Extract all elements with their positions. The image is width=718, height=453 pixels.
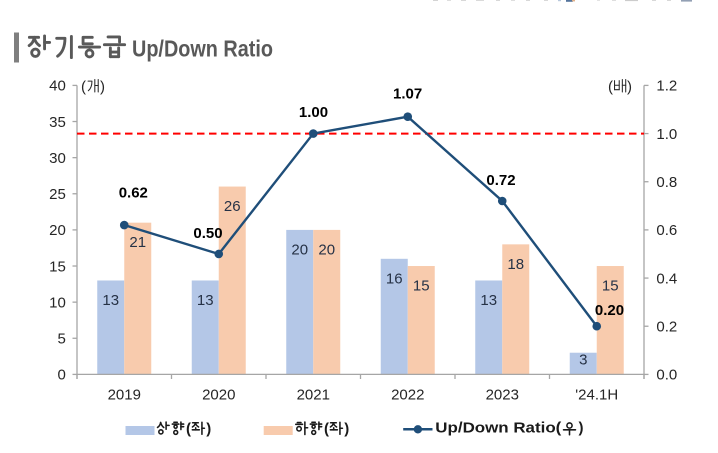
svg-text:5: 5 <box>57 331 65 348</box>
svg-text:20: 20 <box>318 241 335 258</box>
svg-text:0.8: 0.8 <box>656 174 677 191</box>
svg-text:Up/Down Ratio: Up/Down Ratio <box>132 36 273 62</box>
svg-text:2021: 2021 <box>297 387 330 404</box>
svg-text:(: ( <box>608 78 613 95</box>
svg-text:(: ( <box>81 78 86 95</box>
svg-text:20: 20 <box>49 222 66 239</box>
svg-text:40: 40 <box>49 78 66 95</box>
svg-text:1.00: 1.00 <box>299 104 328 121</box>
svg-text:18: 18 <box>507 256 524 273</box>
svg-text:0.2: 0.2 <box>656 319 677 336</box>
svg-text:0.4: 0.4 <box>656 270 677 287</box>
svg-text:2022: 2022 <box>391 387 424 404</box>
svg-text:0.50: 0.50 <box>193 225 222 242</box>
svg-text:13: 13 <box>102 292 119 309</box>
svg-text:30: 30 <box>49 150 66 167</box>
svg-text:1.07: 1.07 <box>393 86 422 103</box>
svg-text:(: ( <box>324 420 329 437</box>
svg-text:1.0: 1.0 <box>656 126 677 143</box>
svg-text:15: 15 <box>602 278 619 295</box>
svg-text:10: 10 <box>49 294 66 311</box>
svg-text:16: 16 <box>386 270 403 287</box>
svg-text:2023: 2023 <box>486 387 519 404</box>
svg-text:25: 25 <box>49 186 66 203</box>
svg-text:0.20: 0.20 <box>595 302 624 319</box>
svg-text:15: 15 <box>413 278 430 295</box>
svg-text:(: ( <box>186 420 191 437</box>
svg-text:13: 13 <box>480 292 497 309</box>
svg-text:): ) <box>627 78 632 95</box>
svg-text:35: 35 <box>49 114 66 131</box>
svg-text:0.6: 0.6 <box>656 222 677 239</box>
svg-text:): ) <box>206 420 211 437</box>
svg-text:20: 20 <box>291 241 308 258</box>
svg-text:2020: 2020 <box>202 387 235 404</box>
svg-text:26: 26 <box>224 198 241 215</box>
svg-text:0: 0 <box>57 367 65 384</box>
svg-text:): ) <box>100 78 105 95</box>
svg-text:): ) <box>579 419 584 436</box>
svg-text:): ) <box>344 420 349 437</box>
svg-text:3: 3 <box>579 352 587 369</box>
svg-text:1.2: 1.2 <box>656 78 677 95</box>
svg-text:'24.1H: '24.1H <box>575 387 618 404</box>
svg-text:21: 21 <box>129 234 146 251</box>
svg-text:0.0: 0.0 <box>656 367 677 384</box>
svg-text:0.72: 0.72 <box>486 172 515 189</box>
svg-text:2019: 2019 <box>108 387 141 404</box>
svg-text:Up/Down Ratio(: Up/Down Ratio( <box>435 419 561 436</box>
svg-text:0.62: 0.62 <box>119 184 148 201</box>
svg-text:13: 13 <box>197 292 214 309</box>
svg-text:15: 15 <box>49 258 66 275</box>
